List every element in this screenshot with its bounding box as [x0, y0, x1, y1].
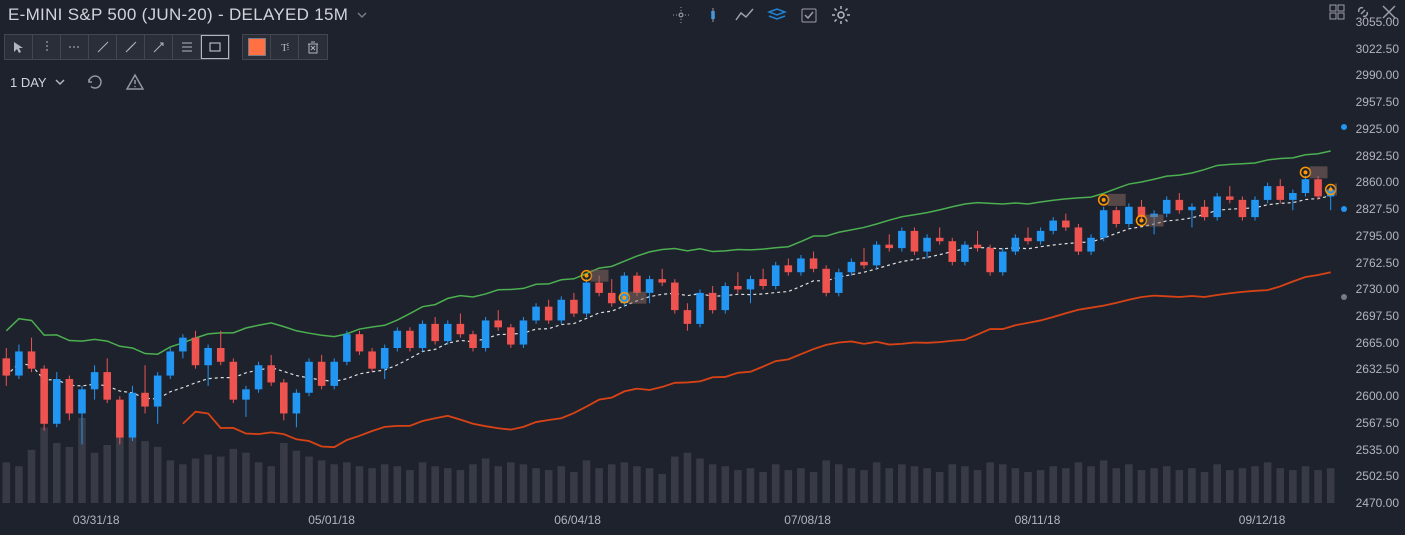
price-tick: 2762.50	[1356, 256, 1399, 270]
price-tick: 2827.50	[1356, 202, 1399, 216]
price-tick: 2860.00	[1356, 175, 1399, 189]
price-marker-icon	[1341, 124, 1347, 130]
chart-area[interactable]	[0, 100, 1337, 503]
candle-chart-icon[interactable]	[702, 4, 724, 26]
refresh-icon[interactable]	[85, 72, 105, 92]
price-tick: 2535.00	[1356, 443, 1399, 457]
chart-canvas	[0, 100, 1337, 503]
drawing-toolbar: T	[0, 30, 1405, 64]
price-axis[interactable]: 3055.003022.502990.002957.502925.002892.…	[1341, 22, 1405, 503]
levels-tool[interactable]	[173, 35, 201, 59]
color-swatch-tool[interactable]	[243, 35, 271, 59]
time-tick: 06/04/18	[554, 513, 601, 527]
price-tick: 3055.00	[1356, 15, 1399, 29]
rectangle-tool[interactable]	[201, 35, 229, 59]
price-tick: 2665.00	[1356, 336, 1399, 350]
price-tick: 2892.50	[1356, 149, 1399, 163]
price-tick: 2567.50	[1356, 416, 1399, 430]
time-tick: 08/11/18	[1015, 513, 1061, 527]
chevron-down-icon	[55, 77, 65, 87]
chart-title[interactable]: E-MINI S&P 500 (JUN-20) - DELAYED 15M	[8, 5, 368, 25]
swatch-color	[248, 38, 266, 56]
grid-icon[interactable]	[1329, 4, 1349, 24]
price-tick: 2957.50	[1356, 95, 1399, 109]
timeframe-label: 1 DAY	[10, 75, 47, 90]
cursor-tool[interactable]	[5, 35, 33, 59]
chevron-down-icon	[356, 9, 368, 21]
vertical-line-tool[interactable]	[33, 35, 61, 59]
price-tick: 2795.00	[1356, 229, 1399, 243]
time-tick: 03/31/18	[73, 513, 120, 527]
price-tick: 2632.50	[1356, 362, 1399, 376]
price-tick: 2600.00	[1356, 389, 1399, 403]
price-tick: 2990.00	[1356, 68, 1399, 82]
time-tick: 09/12/18	[1239, 513, 1286, 527]
line-chart-icon[interactable]	[734, 4, 756, 26]
time-tick: 07/08/18	[784, 513, 831, 527]
price-tick: 2697.50	[1356, 309, 1399, 323]
delete-tool[interactable]	[299, 35, 327, 59]
sub-toolbar: 1 DAY	[0, 64, 1405, 100]
layers-icon[interactable]	[766, 4, 788, 26]
price-tick: 2502.50	[1356, 469, 1399, 483]
svg-text:T: T	[281, 42, 288, 54]
price-tick: 2470.00	[1356, 496, 1399, 510]
text-tool[interactable]: T	[271, 35, 299, 59]
gear-icon[interactable]	[830, 4, 852, 26]
price-tick: 3022.50	[1356, 42, 1399, 56]
time-tick: 05/01/18	[308, 513, 355, 527]
warning-icon[interactable]	[125, 72, 145, 92]
price-marker-icon	[1341, 294, 1347, 300]
calendar-check-icon[interactable]	[798, 4, 820, 26]
arrow-tool[interactable]	[145, 35, 173, 59]
price-tick: 2925.00	[1356, 122, 1399, 136]
parallel-lines-tool[interactable]	[117, 35, 145, 59]
time-axis[interactable]: 03/31/18 05/01/18 06/04/18 07/08/18 08/11/18…	[0, 507, 1337, 535]
horizontal-line-tool[interactable]	[61, 35, 89, 59]
chart-title-text: E-MINI S&P 500 (JUN-20) - DELAYED 15M	[8, 5, 348, 25]
timeframe-selector[interactable]: 1 DAY	[10, 75, 65, 90]
chart-type-tools	[670, 4, 852, 26]
price-tick: 2730.00	[1356, 282, 1399, 296]
trend-line-tool[interactable]	[89, 35, 117, 59]
price-marker-icon	[1341, 206, 1347, 212]
crosshair-icon[interactable]	[670, 4, 692, 26]
